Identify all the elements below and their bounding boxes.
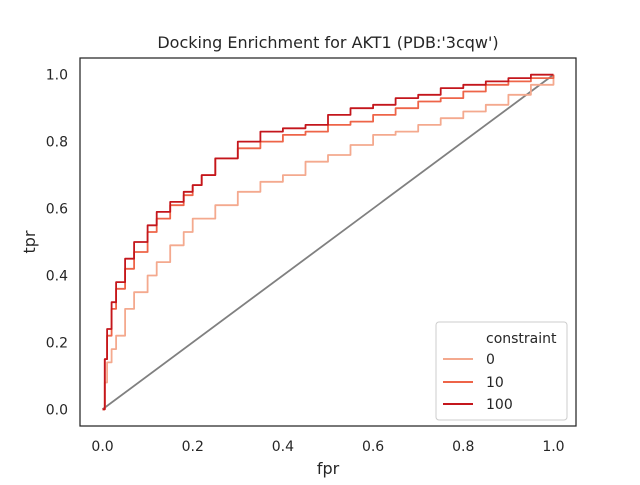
y-tick-label: 1.0	[46, 68, 68, 84]
y-tick-label: 0.8	[46, 135, 68, 151]
tick-labels: 0.0 0.2 0.4 0.6 0.8 1.0 0.0 0.2 0.4 0.6 0.8 1.0	[46, 68, 565, 455]
y-tick-label: 0.0	[46, 402, 68, 418]
legend-label-2: 100	[486, 397, 513, 413]
x-tick-label: 1.0	[542, 439, 564, 455]
legend-label-1: 10	[486, 375, 504, 391]
reference-diagonal-line	[102, 74, 554, 410]
x-tick-label: 0.2	[182, 439, 204, 455]
y-tick-label: 0.2	[46, 335, 68, 351]
x-tick-label: 0.8	[452, 439, 474, 455]
legend-box	[435, 321, 568, 421]
series-line-0	[102, 74, 555, 411]
legend-title: constraint	[486, 331, 557, 347]
chart-title: Docking Enrichment for AKT1 (PDB:'3cqw')	[157, 33, 498, 52]
series-line-100	[102, 73, 554, 411]
plot-frame	[79, 57, 577, 427]
x-tick-label: 0.0	[91, 439, 113, 455]
legend-label-0: 0	[486, 352, 495, 368]
plot-area	[102, 73, 555, 411]
y-tick-label: 0.4	[46, 268, 68, 284]
x-tick-label: 0.6	[362, 439, 384, 455]
y-axis-label: tpr	[20, 230, 39, 253]
y-tick-label: 0.6	[46, 202, 68, 218]
x-axis-label: fpr	[317, 459, 340, 478]
x-tick-label: 0.4	[272, 439, 294, 455]
legend: constraint 0 10 100	[435, 321, 568, 421]
